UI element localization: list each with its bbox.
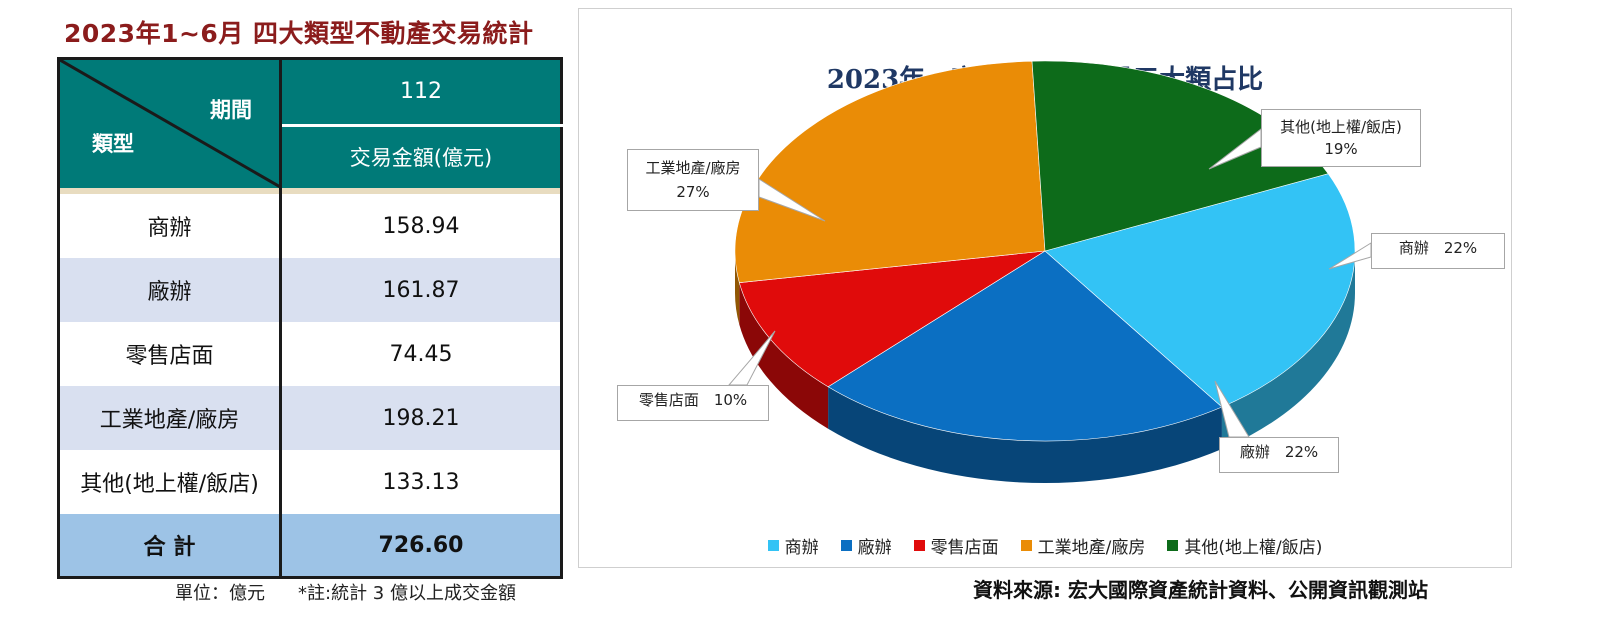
header-year: 112 (280, 57, 563, 127)
callout-pointer-industrial (758, 178, 826, 222)
footnote: *註:統計 3 億以上成交金額 (298, 583, 516, 604)
callout-retail-label: 零售店面 10% (638, 391, 748, 409)
header-separator (279, 188, 563, 194)
row-type: 零售店面 (57, 322, 282, 386)
row-type: 工業地產/廠房 (57, 386, 282, 450)
legend-item-office: 商辦 (767, 533, 819, 558)
callout-other-label: 其他(地上權/飯店) (1280, 118, 1402, 136)
pie-chart-panel: 2023年 商用不動產交易五大類占比 其他(地上權/飯店) 19% 工業地產/廠… (578, 8, 1512, 568)
legend-swatch-icon (1020, 540, 1032, 551)
row-amount: 158.94 (280, 194, 563, 258)
header-type-label: 類型 (92, 132, 134, 156)
callout-other-value: 19% (1324, 140, 1358, 158)
legend-label: 商辦 (784, 538, 819, 558)
diagonal-header-cell: 期間 類型 (57, 57, 282, 188)
legend-label: 工業地產/廠房 (1037, 538, 1146, 558)
table-row: 廠辦 161.87 (57, 258, 563, 322)
legend-swatch-icon (913, 540, 925, 551)
callout-industrial: 工業地產/廠房 27% (627, 149, 759, 211)
pie-chart (727, 60, 1372, 484)
legend-item-other: 其他(地上權/飯店) (1167, 533, 1322, 558)
legend-item-industrial: 工業地產/廠房 (1020, 533, 1146, 558)
callout-industrial-value: 27% (676, 183, 710, 201)
row-amount: 198.21 (280, 386, 563, 450)
table-row: 工業地產/廠房 198.21 (57, 386, 563, 450)
row-type: 廠辦 (57, 258, 282, 322)
chart-legend: 商辦 廠辦 零售店面 工業地產/廠房 其他(地上權/飯店) (579, 533, 1511, 558)
legend-swatch-icon (840, 540, 852, 551)
legend-label: 零售店面 (930, 538, 999, 558)
row-type: 其他(地上權/飯店) (57, 450, 282, 514)
total-label: 合 計 (57, 514, 282, 579)
row-amount: 74.45 (280, 322, 563, 386)
callout-other: 其他(地上權/飯店) 19% (1261, 109, 1421, 167)
callout-industrial-office-label: 廠辦 22% (1239, 443, 1319, 461)
row-type: 商辦 (57, 194, 282, 258)
pie-slice-industrial (734, 60, 1046, 284)
pie-side-industrial (735, 251, 740, 325)
legend-swatch-icon (1167, 540, 1179, 551)
legend-swatch-icon (767, 540, 779, 551)
legend-item-industrial-office: 廠辦 (840, 533, 892, 558)
pie-slice-industrial-office (827, 250, 1223, 442)
table-row: 其他(地上權/飯店) 133.13 (57, 450, 563, 514)
legend-label: 其他(地上權/飯店) (1184, 538, 1323, 558)
callout-office-label: 商辦 22% (1398, 239, 1478, 257)
table-title: 2023年1~6月 四大類型不動產交易統計 (64, 19, 534, 48)
header-amount: 交易金額(億元) (280, 125, 563, 188)
legend-label: 廠辦 (857, 538, 892, 558)
pie-side-retail (739, 282, 829, 429)
table-row: 商辦 158.94 (57, 194, 563, 258)
header-period-label: 期間 (210, 98, 252, 122)
diagonal-line-icon (60, 60, 282, 188)
total-row: 合 計 726.60 (57, 514, 563, 579)
callout-industrial-office: 廠辦 22% (1219, 437, 1339, 473)
pie-side-office (1221, 251, 1355, 450)
callout-retail: 零售店面 10% (617, 385, 769, 421)
header-separator (57, 188, 282, 194)
row-amount: 161.87 (280, 258, 563, 322)
transaction-table: 期間 類型 112 交易金額(億元) 商辦 158.94 廠辦 161.87 零… (57, 57, 563, 579)
row-amount: 133.13 (280, 450, 563, 514)
callout-industrial-label: 工業地產/廠房 (645, 159, 741, 177)
legend-item-retail: 零售店面 (913, 533, 999, 558)
callout-office: 商辦 22% (1371, 233, 1505, 269)
table-row: 零售店面 74.45 (57, 322, 563, 386)
total-amount: 726.60 (280, 514, 563, 579)
pie-slice-office (1044, 173, 1356, 408)
data-source: 資料來源: 宏大國際資產統計資料、公開資訊觀測站 (973, 578, 1428, 602)
pie-side-industrial-office (828, 386, 1222, 484)
unit-note: 單位：億元 (175, 583, 265, 604)
